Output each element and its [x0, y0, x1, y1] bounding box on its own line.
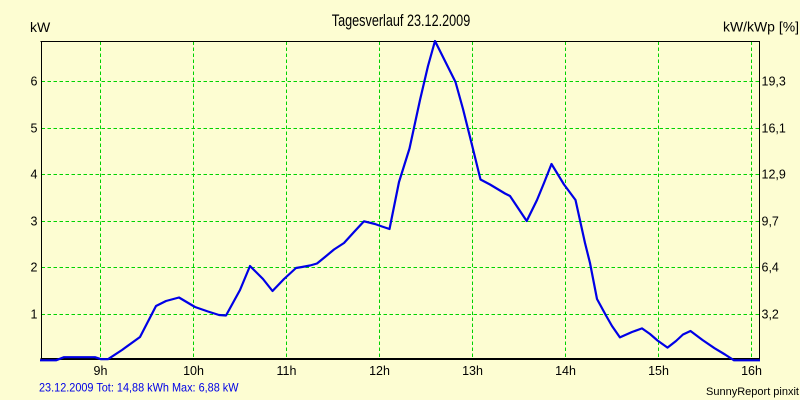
svg-text:6: 6 — [31, 75, 38, 89]
svg-text:SunnyReport pinxit: SunnyReport pinxit — [706, 386, 799, 398]
svg-text:19,3: 19,3 — [762, 75, 786, 89]
svg-text:2: 2 — [31, 261, 38, 275]
svg-text:10h: 10h — [183, 364, 204, 378]
svg-text:1: 1 — [31, 308, 38, 322]
svg-text:3,2: 3,2 — [762, 308, 779, 322]
svg-text:23.12.2009 Tot: 14,88 kWh Max:: 23.12.2009 Tot: 14,88 kWh Max: 6,88 kW — [39, 381, 239, 395]
svg-text:9,7: 9,7 — [762, 215, 779, 229]
svg-text:Tagesverlauf 23.12.2009: Tagesverlauf 23.12.2009 — [332, 11, 471, 30]
svg-text:9h: 9h — [94, 364, 108, 378]
svg-text:16h: 16h — [741, 364, 762, 378]
svg-text:5: 5 — [31, 122, 38, 136]
svg-text:14h: 14h — [555, 364, 576, 378]
svg-text:kW/kWp [%]: kW/kWp [%] — [723, 19, 799, 35]
svg-text:3: 3 — [31, 215, 38, 229]
svg-text:12h: 12h — [369, 364, 390, 378]
svg-text:16,1: 16,1 — [762, 122, 786, 136]
svg-text:11h: 11h — [277, 364, 297, 378]
svg-text:15h: 15h — [648, 364, 669, 378]
svg-text:12,9: 12,9 — [762, 168, 786, 182]
svg-text:13h: 13h — [462, 364, 483, 378]
svg-text:6,4: 6,4 — [762, 261, 779, 275]
svg-text:4: 4 — [31, 168, 38, 182]
svg-text:kW: kW — [30, 19, 51, 35]
